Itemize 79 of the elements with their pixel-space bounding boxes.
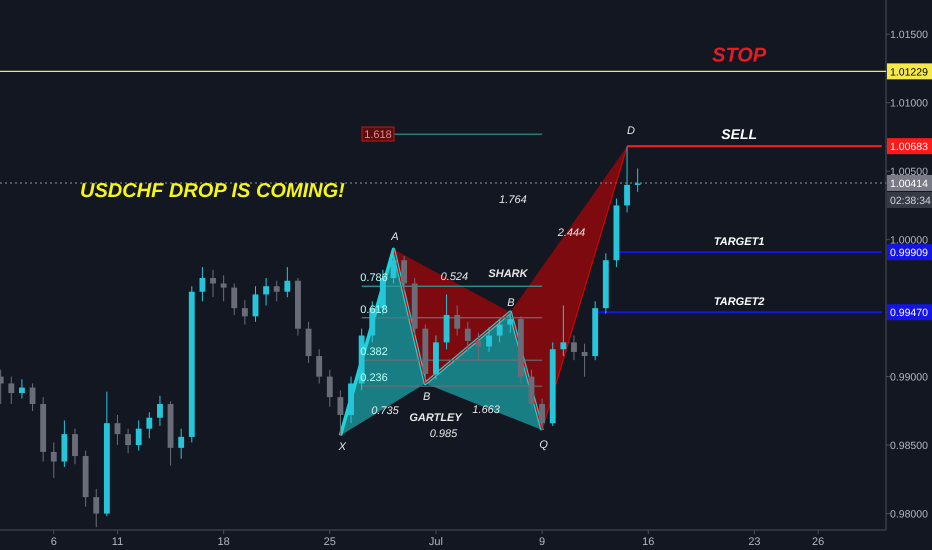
annotation: D [627,125,636,137]
candlestick [114,414,120,446]
y-tick-label: 0.98500 [890,440,928,452]
ref-line-label: STOP [712,44,767,66]
x-tick-label: 23 [748,536,761,548]
annotation: 1.663 [472,404,501,416]
candlestick [19,378,25,400]
y-tick-label: 1.00414 [890,178,928,190]
annotation: Q [539,439,548,451]
y-tick-label: 1.00000 [890,234,928,247]
candlestick [464,321,471,352]
candlestick [274,280,280,302]
y-tick-label: 0.98000 [890,508,928,521]
annotation: 0.236 [360,372,388,384]
candlestick [199,266,206,302]
candlestick [136,420,142,452]
y-tick-label: 1.01000 [890,98,928,110]
x-tick-label: 6 [50,536,57,548]
candlestick [30,382,36,412]
annotation: B [422,391,430,403]
y-tick-label: 1.00683 [890,141,928,154]
candlestick [242,299,248,326]
candlestick [337,390,344,436]
x-tick-label: 9 [539,536,546,548]
y-tick-label: 1.01229 [890,66,928,78]
candlestick [125,428,132,454]
annotation: X [338,441,347,453]
candlestick [220,274,227,302]
annotation: 2.444 [556,227,586,239]
annotation: B [507,297,515,309]
annotation: 0.735 [371,405,400,417]
series-label: TARGET1 [714,236,764,248]
candlestick [210,269,216,298]
candlestick [634,168,641,192]
candlestick [316,348,322,384]
x-tick-label: 26 [812,536,824,548]
series-label: TARGET2 [714,296,764,308]
candlestick [496,318,503,343]
x-tick-label: 18 [218,536,230,548]
candlestick [50,442,57,478]
x-tick-label: 11 [112,536,124,548]
annotation: 0.985 [430,428,458,440]
annotation: 1.764 [499,194,527,206]
y-tick-label: 1.01500 [890,29,928,42]
candlestick [507,312,514,334]
candlestick [401,256,408,292]
x-tick-label: 25 [324,536,336,548]
series-label: SELL [721,126,758,142]
candlestick [146,412,152,439]
candlestick [582,343,588,378]
x-tick-label: 16 [642,536,654,548]
candlestick [326,369,333,408]
annotation: 1.618 [364,129,392,141]
candlestick [263,278,270,306]
text: 02:38:34 [890,194,932,207]
candlestick [157,395,163,426]
y-tick-label: 0.99000 [890,372,928,384]
annotation: GARTLEY [409,412,464,424]
y-tick-label: 0.99470 [890,307,928,320]
candlestick [8,376,14,405]
candlestick [93,488,100,528]
annotation: SHARK [488,268,529,280]
candlestick [571,335,577,361]
x-tick-label: Jul [428,536,443,548]
candlestick [252,286,258,322]
candlestick [284,266,290,298]
candlestick [539,398,546,431]
annotation: 0.524 [440,271,468,283]
candlestick [72,428,78,465]
candlestick [560,304,566,357]
candlestick [390,248,396,284]
annotation: A [390,231,399,243]
candlestick [178,428,184,460]
y-tick-label: 0.99909 [890,247,928,260]
text: USDCHF DROP IS COMING! [80,180,346,202]
candlestick [231,282,238,316]
candlestick [624,146,630,213]
annotation: 0.382 [360,346,388,358]
candlestick [486,326,492,352]
